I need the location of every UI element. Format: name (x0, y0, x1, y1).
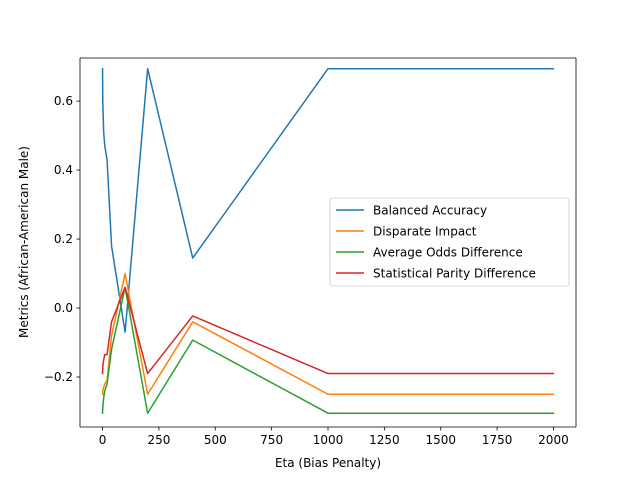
legend-box (329, 197, 570, 287)
x-tick-label: 250 (147, 433, 170, 447)
y-tick-label: 0.0 (54, 301, 73, 315)
legend-label: Statistical Parity Difference (373, 267, 536, 281)
series-line-statistical-parity-difference (101, 286, 555, 375)
y-tick-label: 0.6 (54, 94, 73, 108)
x-axis-ticks: 0 250 500 750 1000 1250 1500 1750 2000 (99, 427, 569, 447)
x-tick-label: 1750 (482, 433, 513, 447)
legend-label: Disparate Impact (373, 225, 477, 239)
y-axis-label: Metrics (African-American Male) (17, 146, 31, 338)
legend-label: Average Odds Difference (373, 246, 523, 260)
x-tick-label: 1250 (369, 433, 400, 447)
series-line-balanced-accuracy (101, 67, 555, 333)
x-tick-label: 2000 (538, 433, 569, 447)
legend-label: Balanced Accuracy (373, 204, 487, 218)
series-lines (101, 67, 555, 414)
x-tick-label: 0 (99, 433, 107, 447)
x-tick-label: 750 (260, 433, 283, 447)
y-tick-label: 0.4 (54, 163, 73, 177)
y-tick-label: −0.2 (44, 370, 73, 384)
legend-entries: Balanced Accuracy Disparate Impact Average… (336, 204, 536, 281)
x-tick-label: 1500 (425, 433, 456, 447)
series-line-average-odds-difference (101, 286, 555, 414)
y-tick-label: 0.2 (54, 232, 73, 246)
x-tick-label: 1000 (313, 433, 344, 447)
x-axis-label: Eta (Bias Penalty) (275, 456, 381, 470)
x-tick-label: 500 (204, 433, 227, 447)
y-axis-ticks: −0.2 0.0 0.2 0.4 0.6 (44, 94, 80, 384)
series-line-disparate-impact (101, 272, 555, 396)
legend: Balanced Accuracy Disparate Impact Average… (329, 197, 570, 287)
